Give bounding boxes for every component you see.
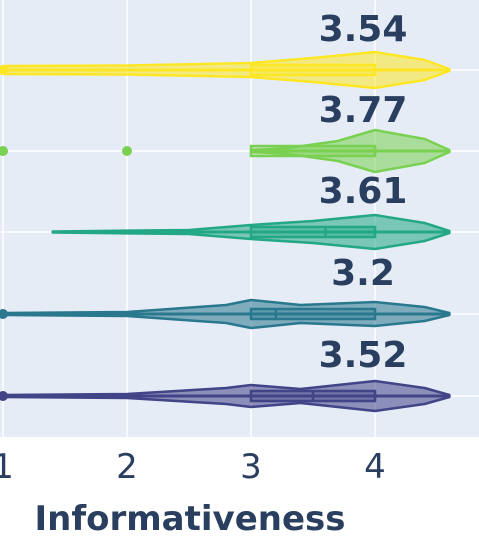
violin-2: 3.77 xyxy=(0,90,451,174)
violin-3: 3.61 xyxy=(51,171,451,251)
x-tick-labels: 1 2 3 4 xyxy=(0,447,386,487)
violin-box xyxy=(249,63,377,77)
x-tick-label: 2 xyxy=(116,447,138,487)
violin-box xyxy=(249,307,377,321)
violin-1: 3.54 xyxy=(0,9,451,90)
mean-label: 3.2 xyxy=(331,253,395,294)
violin-box xyxy=(249,225,377,239)
violin-point xyxy=(0,309,8,319)
violin-point xyxy=(0,391,8,401)
x-axis-title: Informativeness xyxy=(34,499,345,539)
violin-5: 3.52 xyxy=(0,335,451,413)
x-tick-label: 1 xyxy=(0,447,14,487)
violin-point xyxy=(0,146,8,156)
mean-label: 3.61 xyxy=(319,171,408,212)
violin-box xyxy=(249,144,377,158)
x-tick-label: 3 xyxy=(240,447,262,487)
violin-point xyxy=(0,65,8,75)
violin-4: 3.2 xyxy=(0,253,451,330)
x-tick-label: 4 xyxy=(364,447,386,487)
mean-label: 3.54 xyxy=(319,9,408,50)
violin-point xyxy=(122,146,132,156)
mean-label: 3.52 xyxy=(319,335,408,376)
mean-label: 3.77 xyxy=(319,90,408,131)
violins: 3.54 3.77 3.61 3.2 3.52 xyxy=(0,9,451,413)
